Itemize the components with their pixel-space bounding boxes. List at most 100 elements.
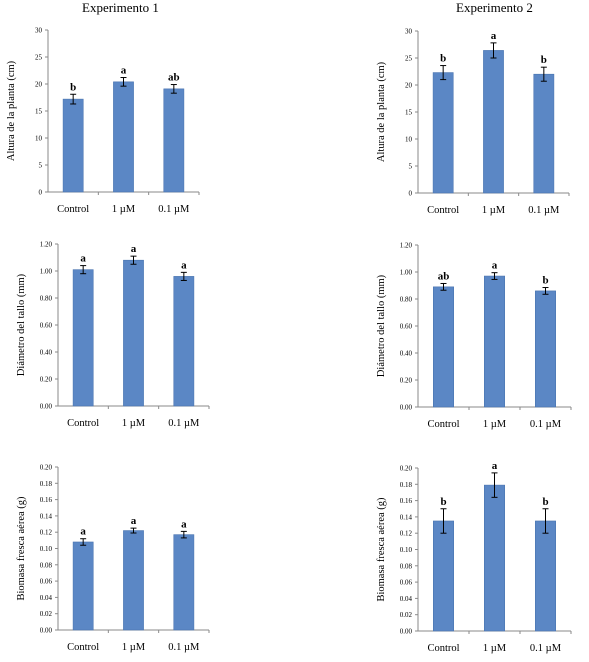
y-axis-label: Altura de la planta (cm) (376, 61, 387, 162)
x-tick-label: Control (427, 419, 459, 430)
y-tick-label: 0.20 (40, 464, 53, 472)
y-tick-label: 0.60 (400, 323, 413, 331)
significance-label: a (80, 526, 86, 538)
title-experimento-1: Experimento 1 (82, 0, 159, 15)
y-axis-label: Biomasa fresca aérea (g) (376, 497, 387, 602)
bar (533, 73, 555, 194)
y-tick-label: 20 (35, 81, 43, 89)
x-tick-label: Control (67, 642, 99, 653)
y-axis-label: Altura de la planta (cm) (6, 60, 17, 161)
y-tick-label: 15 (405, 109, 413, 117)
x-tick-label: 0.1 µM (158, 204, 190, 215)
bar (432, 286, 454, 408)
y-axis-label: Diámetro del tallo (mm) (376, 274, 387, 377)
y-tick-label: 1.00 (400, 269, 413, 277)
y-tick-label: 25 (405, 55, 413, 63)
y-tick-label: 10 (35, 135, 43, 143)
y-tick-label: 5 (409, 163, 413, 171)
y-tick-label: 30 (35, 27, 43, 35)
significance-label: a (181, 518, 187, 530)
y-tick-label: 0.40 (400, 350, 413, 358)
y-tick-label: 5 (39, 162, 43, 170)
y-tick-label: 0.06 (40, 578, 53, 586)
y-tick-label: 0.18 (40, 480, 53, 488)
y-tick-label: 0.60 (40, 322, 53, 330)
x-tick-label: 1 µM (482, 205, 506, 216)
title-experimento-2: Experimento 2 (456, 0, 533, 15)
y-tick-label: 0 (39, 189, 43, 197)
y-tick-label: 0.16 (40, 496, 53, 504)
y-tick-label: 0.16 (400, 497, 413, 505)
y-tick-label: 0.00 (400, 628, 413, 636)
x-tick-label: Control (57, 204, 89, 215)
y-tick-label: 0.20 (400, 465, 413, 473)
y-axis-label: Biomasa fresca aérea (g) (16, 496, 27, 601)
significance-label: b (541, 54, 547, 66)
y-tick-label: 0.08 (40, 561, 53, 569)
y-tick-label: 0.10 (400, 546, 413, 554)
significance-label: a (131, 243, 137, 255)
x-tick-label: Control (427, 643, 459, 654)
significance-label: b (70, 81, 76, 93)
bar (113, 81, 134, 193)
bar (173, 534, 195, 631)
y-axis-label: Diámetro del tallo (mm) (16, 273, 27, 376)
significance-label: a (492, 260, 498, 272)
x-tick-label: 0.1 µM (168, 642, 200, 653)
y-tick-label: 0.02 (40, 610, 53, 618)
x-tick-label: 0.1 µM (530, 419, 562, 430)
x-tick-label: 1 µM (483, 643, 507, 654)
significance-label: a (181, 259, 187, 271)
significance-label: b (440, 53, 446, 65)
y-tick-label: 0.04 (400, 595, 413, 603)
bar (432, 72, 454, 194)
x-tick-label: 1 µM (112, 204, 136, 215)
x-tick-label: 1 µM (122, 418, 146, 429)
x-tick-label: 0.1 µM (530, 643, 562, 654)
y-tick-label: 0.00 (40, 627, 53, 635)
x-tick-label: 1 µM (122, 642, 146, 653)
x-tick-label: 0.1 µM (528, 205, 560, 216)
significance-label: ab (438, 270, 450, 282)
y-tick-label: 0.10 (40, 545, 53, 553)
bar (484, 484, 506, 632)
significance-label: a (491, 30, 497, 42)
bar (483, 50, 504, 194)
significance-label: b (440, 496, 446, 508)
y-tick-label: 0.12 (400, 530, 413, 538)
significance-label: b (542, 275, 548, 287)
x-tick-label: 0.1 µM (168, 418, 200, 429)
significance-label: a (492, 460, 498, 472)
y-tick-label: 0.02 (400, 611, 413, 619)
bar (173, 276, 195, 407)
y-tick-label: 0.12 (40, 529, 53, 537)
y-tick-label: 1.20 (40, 241, 53, 249)
y-tick-label: 0.20 (40, 376, 53, 384)
significance-label: a (121, 65, 127, 77)
y-tick-label: 30 (405, 28, 413, 36)
chart-biomasa-exp2: Biomasa fresca aérea (g) 0.00 0.02 0.04 0.06… (376, 460, 572, 654)
bar (123, 530, 144, 631)
bar (535, 520, 557, 632)
y-tick-label: 0.04 (40, 594, 53, 602)
y-tick-label: 25 (35, 54, 43, 62)
bar (62, 98, 84, 193)
y-tick-label: 0.14 (400, 513, 413, 521)
y-tick-label: 0.20 (400, 377, 413, 385)
bar (535, 290, 557, 408)
y-tick-label: 0.08 (400, 562, 413, 570)
bar (432, 520, 454, 632)
y-tick-label: 0.18 (400, 481, 413, 489)
y-tick-label: 10 (405, 136, 413, 144)
y-tick-label: 0.80 (40, 295, 53, 303)
y-tick-label: 0.06 (400, 579, 413, 587)
significance-label: ab (168, 72, 180, 84)
chart-altura-exp1: Altura de la planta (cm) 0 5 10 15 20 25 30 b Con… (6, 27, 200, 215)
y-tick-label: 0.14 (40, 512, 53, 520)
chart-diametro-exp1: Diámetro del tallo (mm) 0.00 0.20 0.40 0.60 0… (16, 241, 210, 429)
y-tick-label: 0 (409, 190, 413, 198)
x-tick-label: 1 µM (483, 419, 507, 430)
y-tick-label: 1.20 (400, 242, 413, 250)
bar (484, 275, 506, 408)
bar (72, 541, 94, 631)
